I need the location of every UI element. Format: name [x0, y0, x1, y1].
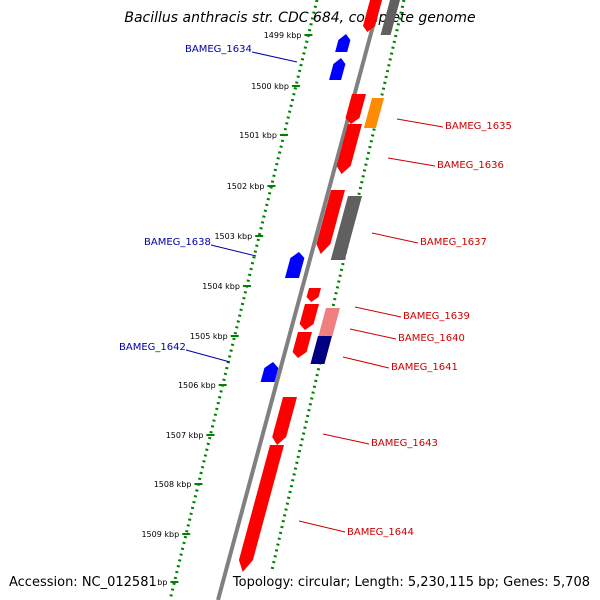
ruler: 1499 kbp 1500 kbp 1501 kbp 1502 kbp 1503 kbp…	[141, 0, 319, 600]
ruler-tick-label: 1506 kbp	[178, 381, 216, 390]
ruler-tick-label: 1509 kbp	[141, 530, 179, 539]
gene-label: BAMEG_1642	[119, 342, 186, 353]
label-leader-line	[371, 232, 419, 244]
label-leader-line	[387, 157, 436, 167]
label-leader-line	[342, 356, 390, 369]
ruler-tick-label: 1504 kbp	[202, 282, 240, 291]
gene-label: BAMEG_1636	[437, 160, 504, 171]
ruler-tick-label: 1502 kbp	[227, 182, 265, 191]
gene-label: BAMEG_1644	[347, 527, 414, 538]
gene-red-arrow	[292, 332, 312, 358]
ruler-tick-label: 1507 kbp	[166, 431, 204, 440]
gene-labels: BAMEG_1634 BAMEG_1635 BAMEG_1636 BAMEG_1637…	[119, 44, 512, 538]
gene-blue-arrow	[260, 362, 279, 382]
ruler-tick-label: 1500 kbp	[251, 82, 289, 91]
gene-label: BAMEG_1643	[371, 438, 438, 449]
gene-red-arrow	[345, 94, 366, 124]
navy-band	[310, 336, 332, 364]
gene-red-arrow	[238, 445, 284, 572]
label-leader-line	[396, 118, 444, 128]
gene-red-arrow	[336, 124, 362, 174]
genome-backbone	[216, 0, 382, 600]
feature-tracks	[270, 0, 406, 571]
gene-red-arrow	[316, 190, 345, 254]
gene-red-arrow	[306, 288, 321, 302]
grey-band	[330, 196, 362, 260]
ruler-tick-label: kbp	[153, 578, 168, 587]
ruler-tick-label: 1499 kbp	[264, 31, 302, 40]
orange-band	[363, 98, 384, 128]
label-leader-line	[210, 244, 257, 257]
label-leader-line	[251, 51, 298, 63]
label-leader-line	[185, 349, 231, 363]
gene-red-arrow	[299, 304, 319, 330]
gene-label: BAMEG_1637	[420, 237, 487, 248]
gene-red-top-arrow	[362, 0, 382, 32]
ruler-tick-label: 1505 kbp	[190, 332, 228, 341]
ruler-tick-label: 1501 kbp	[239, 131, 277, 140]
outer-track-dotted-line	[270, 0, 406, 571]
ruler-dotted-line	[168, 0, 319, 600]
gene-features	[238, 0, 382, 572]
gene-blue-arrow	[329, 58, 346, 80]
genome-summary: Topology: circular; Length: 5,230,115 bp…	[232, 575, 590, 591]
ruler-tick-label: 1503 kbp	[214, 232, 252, 241]
label-leader-line	[349, 328, 397, 340]
gene-label: BAMEG_1641	[391, 362, 458, 373]
gene-label: BAMEG_1639	[403, 311, 470, 322]
gene-blue-arrow	[335, 34, 351, 52]
gene-label: BAMEG_1640	[398, 333, 465, 344]
gene-red-arrow	[272, 397, 297, 445]
ruler-tick-label: 1508 kbp	[154, 480, 192, 489]
grey-band-top	[380, 0, 400, 35]
gene-label: BAMEG_1634	[185, 44, 252, 55]
gene-label: BAMEG_1638	[144, 237, 211, 248]
accession-text: Accession: NC_012581	[9, 575, 157, 591]
gene-blue-arrow	[284, 252, 305, 278]
label-leader-line	[354, 306, 402, 318]
light-red-band	[318, 308, 340, 336]
label-leader-line	[298, 520, 346, 533]
gene-label: BAMEG_1635	[445, 121, 512, 132]
label-leader-line	[322, 433, 370, 445]
